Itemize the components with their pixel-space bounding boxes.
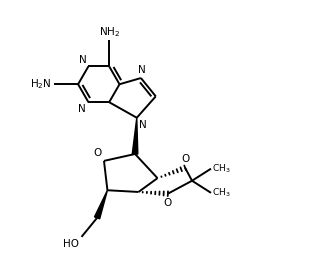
Text: N: N <box>138 64 146 74</box>
Text: O: O <box>93 148 101 158</box>
Text: H$_2$N: H$_2$N <box>30 77 51 91</box>
Text: N: N <box>78 104 86 114</box>
Text: O: O <box>181 154 189 164</box>
Text: N: N <box>79 55 87 64</box>
Polygon shape <box>132 118 138 154</box>
Text: N: N <box>139 121 146 131</box>
Text: CH$_3$: CH$_3$ <box>212 162 231 175</box>
Text: O: O <box>164 198 172 208</box>
Text: CH$_3$: CH$_3$ <box>212 187 231 199</box>
Text: HO: HO <box>63 239 79 249</box>
Text: NH$_2$: NH$_2$ <box>99 25 120 39</box>
Polygon shape <box>94 190 107 219</box>
